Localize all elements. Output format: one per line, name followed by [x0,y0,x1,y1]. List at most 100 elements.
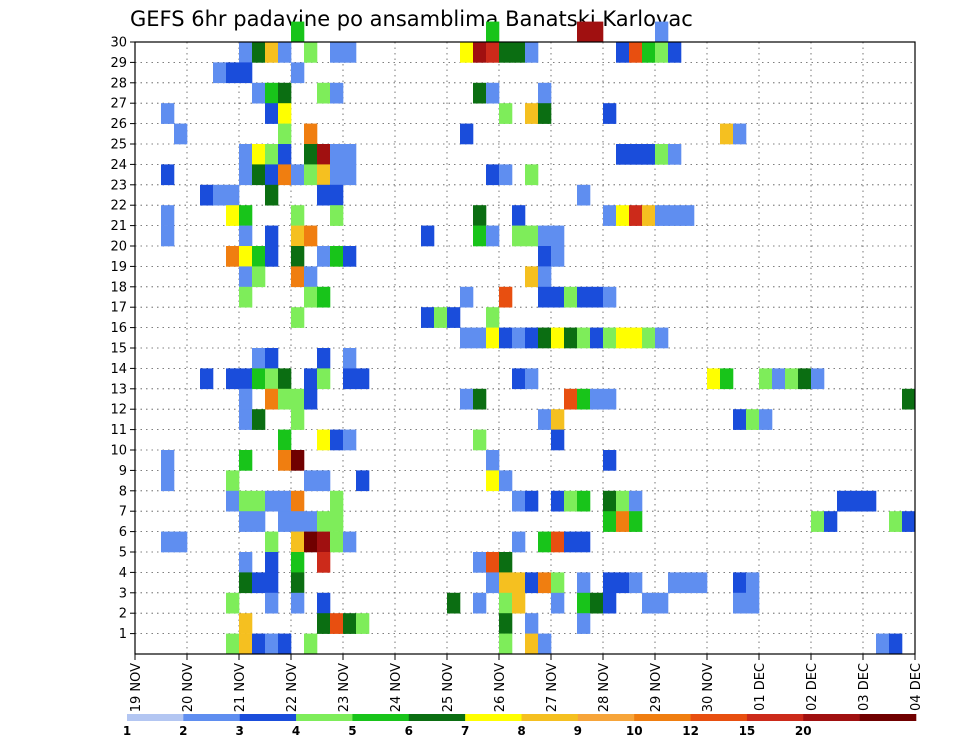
precip-cell [304,286,318,308]
legend-swatch [690,714,748,721]
precip-cell [538,409,552,430]
y-tick-label: 22 [110,199,127,214]
precip-cell [226,368,240,390]
precip-cell [317,592,331,614]
legend-swatch [352,714,410,721]
precip-cell [252,368,266,390]
precip-cell [239,572,253,594]
precip-cell [538,327,552,349]
y-tick-label: 13 [110,382,127,397]
precip-cell [486,450,500,471]
precip-cell [629,327,643,349]
precip-cell [252,82,266,104]
precip-cell [564,531,578,553]
precip-cell [252,409,266,430]
precip-cell [239,225,253,247]
legend-swatch [408,714,466,721]
precip-cell [343,368,357,390]
precip-cell [356,368,370,390]
precip-cell [265,82,279,104]
precip-cell [304,368,318,390]
legend-label: 20 [795,724,812,738]
precip-cell [239,633,253,655]
x-tick-label: 21 NOV [233,663,248,712]
x-tick-label: 24 NOV [389,663,404,712]
precip-cell [564,490,578,512]
y-tick-label: 4 [119,566,127,581]
precip-cell [577,592,591,614]
precip-cell [473,327,487,349]
precip-cell [603,327,617,349]
precip-cell [343,348,357,369]
legend-swatch [634,714,691,721]
precip-cell [304,511,318,532]
precip-cell [330,490,344,512]
precip-cell [811,511,825,532]
y-tick-label: 8 [119,484,127,499]
precip-cell [577,490,591,512]
precip-cell [265,531,279,553]
precip-cell [252,511,266,532]
y-tick-label: 11 [110,423,127,438]
precip-cell [499,613,513,634]
y-tick-label: 17 [110,301,127,316]
precip-cell [525,225,539,247]
precip-cell [876,633,890,655]
precip-cell [304,144,318,165]
precip-cell [304,42,318,63]
precip-cell [291,225,305,247]
precip-cell [577,572,591,594]
x-tick-label: 03 DEC [857,663,872,711]
precip-cell [174,531,188,553]
precip-cell [239,205,253,226]
precip-cell [551,531,565,553]
y-tick-label: 15 [110,342,127,357]
precip-cell [421,307,435,328]
precip-cell [265,246,279,267]
precip-cell [499,103,513,124]
precip-cell [538,266,552,288]
precip-cell [330,511,344,532]
precip-cell [473,552,487,573]
precip-cell [265,103,279,124]
precip-cell [564,388,578,410]
precip-cell [616,511,630,532]
precip-cell [330,531,344,553]
y-tick-label: 26 [110,117,127,132]
y-tick-label: 12 [110,403,127,418]
legend-label: 1 [123,724,131,738]
precip-cell [252,633,266,655]
precip-cell [603,572,617,594]
precip-cell [616,572,630,594]
precip-cell [499,592,513,614]
precip-cell [642,42,656,63]
precip-cell [486,572,500,594]
precip-cell [278,144,292,165]
precip-cell [265,184,279,206]
y-tick-label: 28 [110,76,127,91]
precip-cell [330,184,344,206]
precip-cell [252,246,266,267]
precip-cell [473,42,487,63]
precip-cell [473,205,487,226]
precip-cell [590,388,604,410]
precip-cell [239,388,253,410]
precip-cell [512,327,526,349]
y-tick-label: 16 [110,321,127,336]
precip-cell [239,368,253,390]
y-tick-label: 21 [110,219,127,234]
precip-cell [720,368,734,390]
precip-cell [733,592,747,614]
precip-cell [486,42,500,63]
precip-cell [681,205,695,226]
precip-cell [460,327,474,349]
precip-cell [161,103,175,124]
legend-swatch [239,714,297,721]
legend-label: 8 [517,724,525,738]
precip-cell [291,21,305,43]
y-tick-label: 6 [119,525,127,540]
precip-cell [538,531,552,553]
precip-cell [265,225,279,247]
precip-cell [603,388,617,410]
precip-cell [174,123,188,145]
